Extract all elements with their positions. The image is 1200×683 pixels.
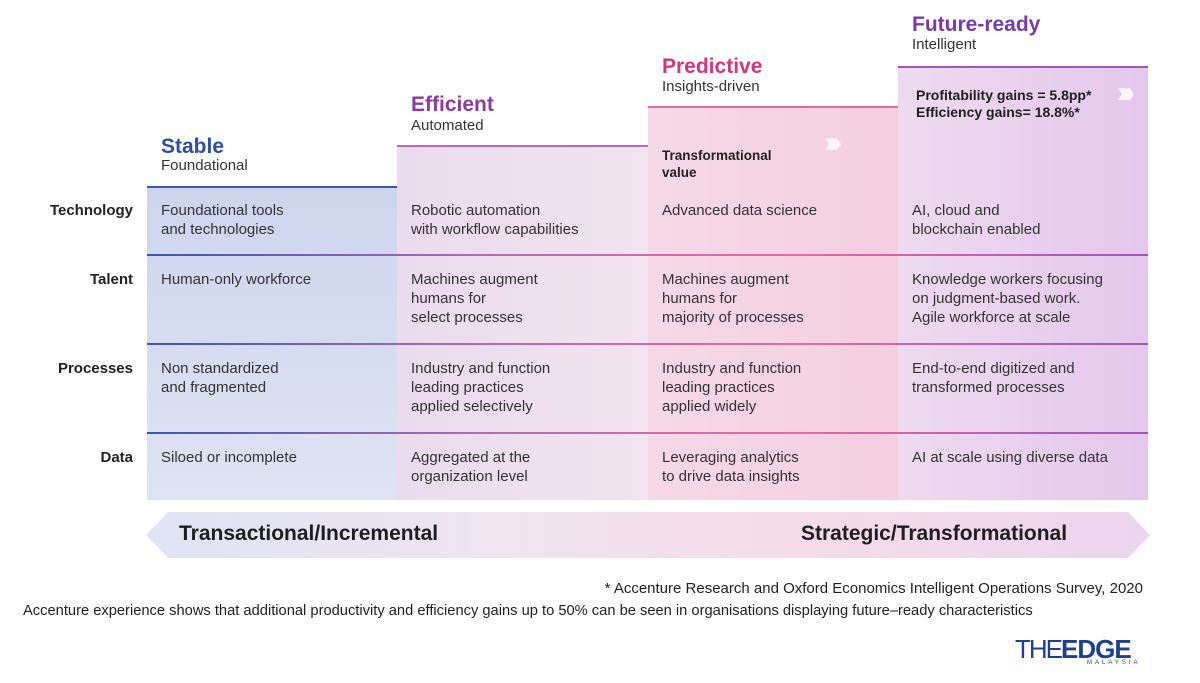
row-label-processes: Processes	[57, 360, 133, 377]
triple-chevron-right-icon: ›››	[1117, 76, 1135, 109]
triple-chevron-right-icon: ›››	[824, 126, 842, 159]
the-edge-logo-subtitle: MALAYSIA	[1087, 660, 1141, 666]
arrow-label-left: Transactional/Incremental	[179, 522, 439, 545]
cell-talent-efficient: Machines augment humans for select proce…	[411, 271, 538, 326]
cell-data-stable: Siloed or incomplete	[161, 449, 297, 466]
column-efficient	[397, 145, 648, 500]
cell-processes-stable: Non standardized and fragmented	[161, 360, 279, 396]
stage-subtitle-predictive: Insights-driven	[662, 78, 760, 95]
cell-data-predictive: Leveraging analytics to drive data insig…	[662, 449, 800, 485]
column-future-ready	[898, 66, 1148, 500]
row-divider	[147, 432, 1148, 434]
column-predictive	[648, 106, 898, 500]
cell-technology-stable: Foundational tools and technologies	[161, 202, 284, 238]
stage-title-stable: Stable	[161, 135, 225, 158]
row-divider	[147, 254, 1148, 256]
cell-technology-predictive: Advanced data science	[662, 202, 818, 219]
cell-talent-future-ready: Knowledge workers focusing on judgment-b…	[912, 271, 1103, 326]
stage-subtitle-stable: Foundational	[161, 157, 248, 174]
cell-technology-efficient: Robotic automation with workflow capabil…	[411, 202, 579, 238]
transformational-value-label: Transformational value	[662, 148, 772, 180]
footnote-note: Accenture experience shows that addition…	[23, 603, 1033, 619]
row-label-data: Data	[100, 449, 133, 466]
row-divider	[147, 343, 1148, 345]
stage-subtitle-future-ready: Intelligent	[912, 36, 977, 53]
cell-data-efficient: Aggregated at the organization level	[411, 449, 531, 485]
cell-data-future-ready: AI at scale using diverse data	[912, 449, 1108, 466]
stage-subtitle-efficient: Automated	[411, 117, 484, 134]
gains-text: Profitability gains = 5.8pp* Efficiency …	[916, 87, 1092, 120]
cell-processes-predictive: Industry and function leading practices …	[662, 360, 802, 415]
row-label-technology: Technology	[49, 202, 133, 219]
cell-processes-efficient: Industry and function leading practices …	[411, 360, 551, 415]
row-label-talent: Talent	[89, 271, 133, 288]
footnote-source: * Accenture Research and Oxford Economic…	[604, 580, 1143, 597]
stage-title-efficient: Efficient	[411, 93, 494, 116]
cell-talent-predictive: Machines augment humans for majority of …	[662, 271, 804, 326]
cell-technology-future-ready: AI, cloud and blockchain enabled	[912, 202, 1041, 238]
cell-processes-future-ready: End-to-end digitized and transformed pro…	[912, 360, 1075, 396]
stage-title-predictive: Predictive	[662, 55, 763, 78]
double-arrow-icon	[146, 512, 1150, 558]
the-edge-logo: THEEDGE	[1015, 634, 1132, 664]
cell-talent-stable: Human-only workforce	[161, 271, 312, 288]
arrow-label-right: Strategic/Transformational	[801, 522, 1068, 545]
stage-title-future-ready: Future-ready	[912, 13, 1041, 36]
